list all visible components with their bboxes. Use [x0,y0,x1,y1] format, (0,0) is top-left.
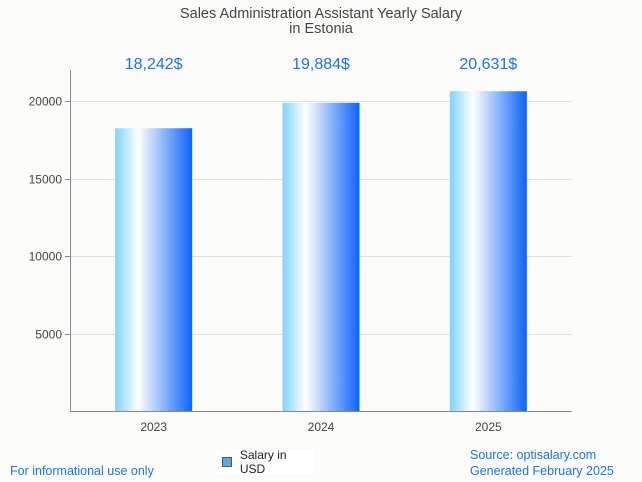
legend-swatch [222,457,232,467]
y-tick-label: 20000 [29,95,63,109]
value-label: 20,631$ [459,56,517,73]
value-label: 19,884$ [292,56,350,73]
value-label: 18,242$ [125,56,183,73]
y-tick-label: 10000 [29,250,63,264]
bar-2023 [115,128,193,411]
bar-2024 [282,102,360,411]
y-tick-label: 15000 [29,173,63,187]
generated-date: Generated February 2025 [470,464,614,478]
disclaimer-text: For informational use only [10,464,154,478]
legend-label: Salary in USD [239,448,287,476]
x-tick-label: 2023 [140,420,167,434]
x-tick-label: 2024 [308,420,335,434]
legend: Salary in USD [216,448,314,476]
y-tick-label: 5000 [35,328,62,342]
bar-2025 [449,91,527,412]
x-tick-label: 2025 [475,420,502,434]
chart-title-line-2: in Estonia [289,21,354,37]
chart-title-line-1: Sales Administration Assistant Yearly Sa… [180,6,463,22]
source-link[interactable]: Source: optisalary.com [470,448,597,462]
